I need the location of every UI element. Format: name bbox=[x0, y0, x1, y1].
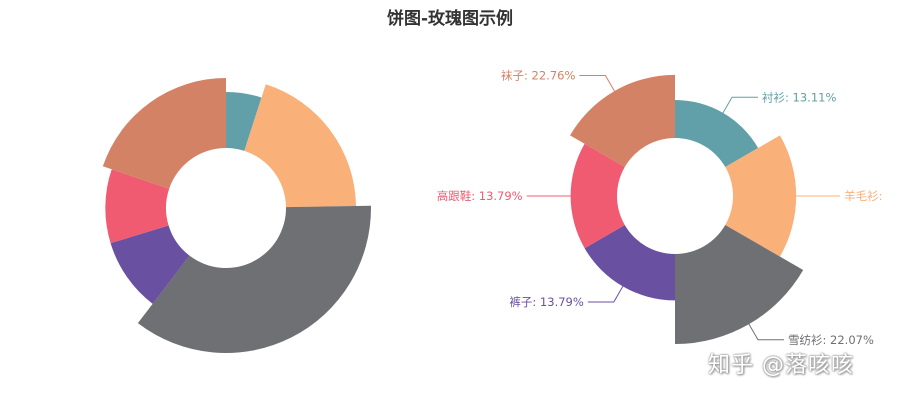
area-rose-slice-2[interactable] bbox=[675, 225, 804, 344]
area-rose-label-line-2 bbox=[747, 322, 784, 341]
area-rose-slice-3[interactable] bbox=[584, 225, 675, 301]
radius-rose-slice-0[interactable] bbox=[226, 92, 262, 151]
area-rose-chart: 衬衫: 13.11% 羊毛衫: 雪纺衫: 22.07% 裤子: 13.79% 高跟鞋:… bbox=[437, 68, 883, 346]
area-rose-label-5: 袜子: 22.76% bbox=[501, 68, 575, 82]
area-rose-label-line-0 bbox=[721, 96, 758, 115]
area-rose-label-line-5 bbox=[579, 74, 616, 94]
radius-rose-slice-2[interactable] bbox=[137, 205, 371, 353]
area-rose-slice-1[interactable] bbox=[725, 135, 797, 257]
area-rose-label-line-3 bbox=[587, 284, 625, 303]
radius-rose-slice-5[interactable] bbox=[102, 77, 226, 189]
radius-rose-slice-1[interactable] bbox=[244, 84, 357, 208]
area-rose-label-3: 裤子: 13.79% bbox=[509, 295, 583, 309]
area-rose-label-0: 衬衫: 13.11% bbox=[762, 90, 836, 104]
area-rose-slice-0[interactable] bbox=[675, 100, 759, 167]
area-rose-label-2: 雪纺衫: 22.07% bbox=[788, 333, 874, 347]
chart-title: 饼图-玫瑰图示例 bbox=[386, 9, 514, 29]
area-rose-label-1: 羊毛衫: bbox=[844, 189, 882, 203]
radius-rose-slice-4[interactable] bbox=[105, 169, 170, 244]
radius-rose-slice-3[interactable] bbox=[110, 225, 190, 304]
watermark: 知乎 @落咳咳 bbox=[708, 353, 854, 378]
area-rose-label-4: 高跟鞋: 13.79% bbox=[437, 189, 523, 203]
area-rose-slice-4[interactable] bbox=[570, 143, 625, 249]
area-rose-slice-5[interactable] bbox=[570, 74, 675, 167]
radius-rose-chart bbox=[102, 77, 371, 353]
